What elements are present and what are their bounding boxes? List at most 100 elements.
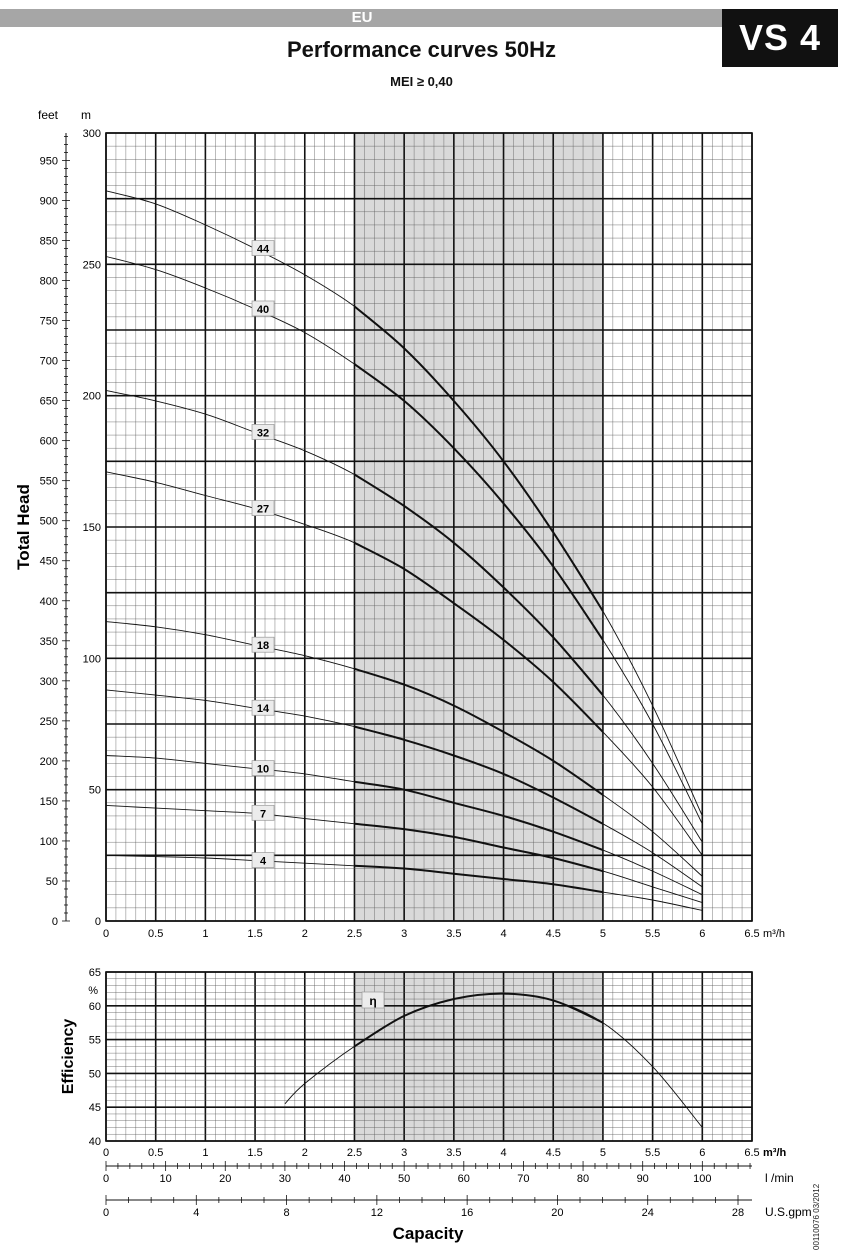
x-tick-efficiency: 4.5 xyxy=(546,1147,561,1159)
y-tick-m: 100 xyxy=(83,653,101,665)
series-label: 18 xyxy=(257,640,269,652)
y-tick-feet: 650 xyxy=(40,396,58,408)
series-operating-44 xyxy=(353,305,604,612)
mei-label: MEI ≥ 0,40 xyxy=(390,74,453,89)
y-tick-m: 150 xyxy=(83,522,101,534)
x-tick-head: 1 xyxy=(202,928,208,940)
plot-frame xyxy=(105,132,753,922)
series-label-box xyxy=(251,760,275,777)
x-tick-efficiency: 5 xyxy=(600,1147,606,1159)
x-tick-head: 3 xyxy=(401,928,407,940)
x-tick-efficiency: 0.5 xyxy=(148,1147,163,1159)
series-operating-40 xyxy=(353,363,604,641)
efficiency-label-box xyxy=(361,991,385,1009)
series-label-box xyxy=(251,300,275,317)
y-tick-feet: 500 xyxy=(40,516,58,528)
efficiency-axis-title: Efficiency xyxy=(60,1019,77,1095)
y-tick-efficiency: 55 xyxy=(89,1035,101,1047)
capacity-tick-label: 28 xyxy=(732,1207,744,1219)
capacity-title: Capacity xyxy=(393,1224,464,1243)
capacity-tick-label: 0 xyxy=(103,1207,109,1219)
y-tick-feet: 750 xyxy=(40,316,58,328)
region-bar: EU xyxy=(0,9,724,27)
series-label: 10 xyxy=(257,764,269,776)
capacity-tick-label: 20 xyxy=(219,1173,231,1185)
series-label-box xyxy=(251,240,275,256)
m-unit-label: m xyxy=(81,108,91,122)
series-operating-10 xyxy=(354,780,604,852)
series-label-box xyxy=(251,804,275,821)
capacity-tick-label: 10 xyxy=(160,1173,172,1185)
y-tick-efficiency: 50 xyxy=(89,1068,101,1080)
x-tick-head: 0.5 xyxy=(148,928,163,940)
page-title: Performance curves 50Hz xyxy=(286,37,557,62)
y-tick-feet: 250 xyxy=(40,716,58,728)
y-tick-feet: 850 xyxy=(40,235,58,247)
x-tick-efficiency: 4 xyxy=(500,1147,506,1159)
y-tick-feet: 350 xyxy=(40,636,58,648)
x-unit-efficiency: m³/h xyxy=(763,1147,787,1159)
series-operating-18 xyxy=(354,667,604,796)
x-tick-efficiency: 2.5 xyxy=(347,1147,362,1159)
x-tick-efficiency: 0 xyxy=(103,1147,109,1159)
series-label: 44 xyxy=(257,244,270,256)
y-tick-m: 300 xyxy=(83,128,101,140)
series-operating-27 xyxy=(354,541,604,733)
y-tick-efficiency: 65 xyxy=(89,967,101,979)
y-tick-efficiency: 40 xyxy=(89,1136,101,1148)
series-label: 27 xyxy=(257,504,269,516)
efficiency-unit: % xyxy=(88,985,98,997)
y-tick-feet: 700 xyxy=(40,356,58,368)
capacity-tick-label: 24 xyxy=(642,1207,654,1219)
y-tick-feet: 450 xyxy=(40,556,58,568)
y-tick-feet: 100 xyxy=(40,836,58,848)
x-tick-head: 4 xyxy=(500,928,506,940)
y-tick-feet: 150 xyxy=(40,796,58,808)
x-tick-efficiency: 6.5 xyxy=(744,1147,759,1159)
y-tick-m: 50 xyxy=(89,785,101,797)
y-tick-feet: 50 xyxy=(46,876,58,888)
x-tick-efficiency: 3 xyxy=(401,1147,407,1159)
capacity-tick-label: 100 xyxy=(693,1173,711,1185)
capacity-tick-label: 4 xyxy=(193,1207,199,1219)
series-label: 14 xyxy=(257,703,270,715)
series-operating-14 xyxy=(354,725,604,825)
x-tick-head: 5.5 xyxy=(645,928,660,940)
series-label: 32 xyxy=(257,427,269,439)
y-tick-efficiency: 45 xyxy=(89,1102,101,1114)
efficiency-label: η xyxy=(369,994,376,1008)
x-tick-head: 4.5 xyxy=(546,928,561,940)
y-tick-feet: 600 xyxy=(40,436,58,448)
capacity-tick-label: 50 xyxy=(398,1173,410,1185)
shaded-operating-range xyxy=(354,972,603,1141)
x-tick-head: 0 xyxy=(103,928,109,940)
series-operating-32 xyxy=(353,473,604,696)
x-unit-head: m³/h xyxy=(763,928,785,940)
x-tick-efficiency: 2 xyxy=(302,1147,308,1159)
series-label: 40 xyxy=(257,304,269,316)
capacity-unit: U.S.gpm xyxy=(765,1205,812,1219)
capacity-tick-label: 8 xyxy=(284,1207,290,1219)
y-tick-feet: 300 xyxy=(40,676,58,688)
x-tick-head: 5 xyxy=(600,928,606,940)
y-tick-feet: 0 xyxy=(52,916,58,928)
series-label-box xyxy=(251,424,275,440)
y-axis-title: Total Head xyxy=(14,484,33,570)
y-tick-efficiency: 60 xyxy=(89,1001,101,1013)
series-label-box xyxy=(251,699,275,716)
x-tick-efficiency: 6 xyxy=(699,1147,705,1159)
y-tick-feet: 900 xyxy=(40,195,58,207)
capacity-tick-label: 30 xyxy=(279,1173,291,1185)
series-label-box xyxy=(251,852,275,868)
capacity-tick-label: 0 xyxy=(103,1173,109,1185)
x-tick-head: 6 xyxy=(699,928,705,940)
x-tick-efficiency: 5.5 xyxy=(645,1147,660,1159)
x-tick-efficiency: 1.5 xyxy=(247,1147,262,1159)
y-tick-m: 250 xyxy=(83,259,101,271)
series-label: 4 xyxy=(260,856,267,868)
y-tick-feet: 400 xyxy=(40,596,58,608)
capacity-tick-label: 80 xyxy=(577,1173,589,1185)
y-tick-feet: 800 xyxy=(40,276,58,288)
model-badge: VS 4 xyxy=(722,9,838,67)
